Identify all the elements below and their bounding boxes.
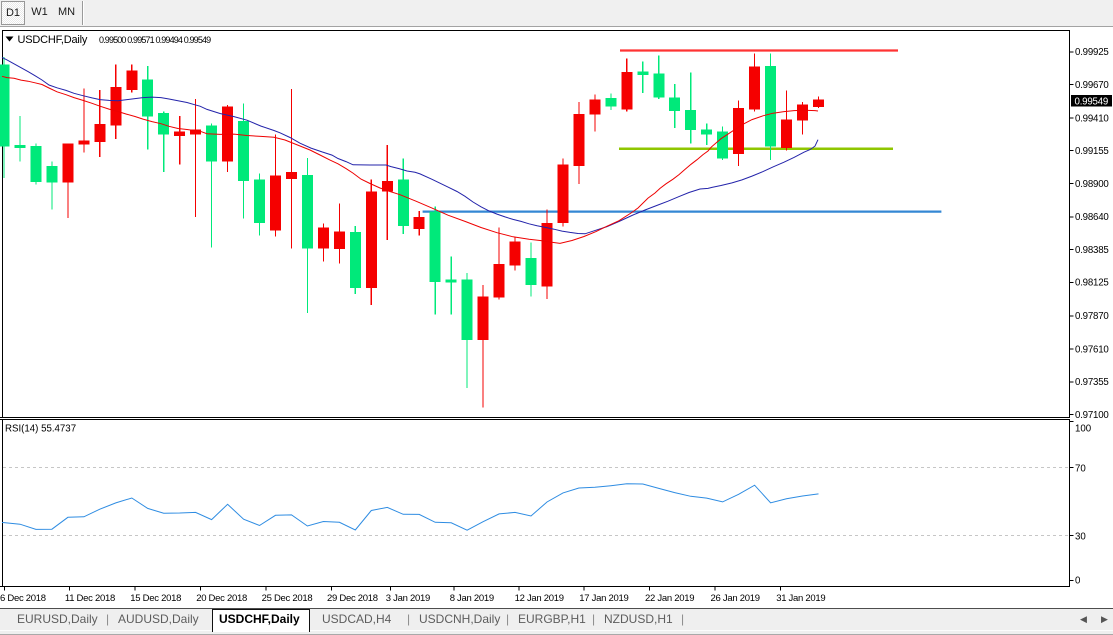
svg-text:20 Dec 2018: 20 Dec 2018 <box>196 593 247 604</box>
svg-text:0.98640: 0.98640 <box>1075 212 1109 223</box>
svg-text:0.99670: 0.99670 <box>1075 80 1109 91</box>
svg-text:0.97610: 0.97610 <box>1075 345 1109 356</box>
svg-text:0.99500 0.99571 0.99494 0.9954: 0.99500 0.99571 0.99494 0.99549 <box>99 35 211 45</box>
svg-text:25 Dec 2018: 25 Dec 2018 <box>262 593 313 604</box>
svg-text:29 Dec 2018: 29 Dec 2018 <box>327 593 378 604</box>
svg-text:26 Jan 2019: 26 Jan 2019 <box>711 593 760 604</box>
svg-text:15 Dec 2018: 15 Dec 2018 <box>130 593 181 604</box>
svg-text:0.98385: 0.98385 <box>1075 245 1109 256</box>
svg-text:70: 70 <box>1075 463 1086 474</box>
svg-text:12 Jan 2019: 12 Jan 2019 <box>515 593 564 604</box>
svg-text:0.97870: 0.97870 <box>1075 311 1109 322</box>
svg-text:0.99410: 0.99410 <box>1075 113 1109 124</box>
svg-text:0: 0 <box>1075 575 1081 586</box>
svg-text:0.97100: 0.97100 <box>1075 410 1109 421</box>
svg-text:0.98125: 0.98125 <box>1075 278 1109 289</box>
svg-text:USDCHF,Daily: USDCHF,Daily <box>18 34 88 46</box>
svg-text:31 Jan 2019: 31 Jan 2019 <box>776 593 825 604</box>
svg-text:22 Jan 2019: 22 Jan 2019 <box>645 593 694 604</box>
svg-text:8 Jan 2019: 8 Jan 2019 <box>450 593 494 604</box>
svg-text:17 Jan 2019: 17 Jan 2019 <box>579 593 628 604</box>
svg-text:RSI(14) 55.4737: RSI(14) 55.4737 <box>5 424 76 435</box>
svg-text:0.99549: 0.99549 <box>1075 97 1109 108</box>
svg-text:3 Jan 2019: 3 Jan 2019 <box>386 593 430 604</box>
svg-text:30: 30 <box>1075 531 1086 542</box>
svg-text:0.99155: 0.99155 <box>1075 146 1109 157</box>
svg-text:0.99925: 0.99925 <box>1075 47 1109 58</box>
svg-text:0.97355: 0.97355 <box>1075 377 1109 388</box>
svg-text:11 Dec 2018: 11 Dec 2018 <box>65 593 115 604</box>
svg-text:0.98900: 0.98900 <box>1075 179 1109 190</box>
svg-text:6 Dec 2018: 6 Dec 2018 <box>0 593 46 604</box>
svg-text:100: 100 <box>1075 424 1092 435</box>
